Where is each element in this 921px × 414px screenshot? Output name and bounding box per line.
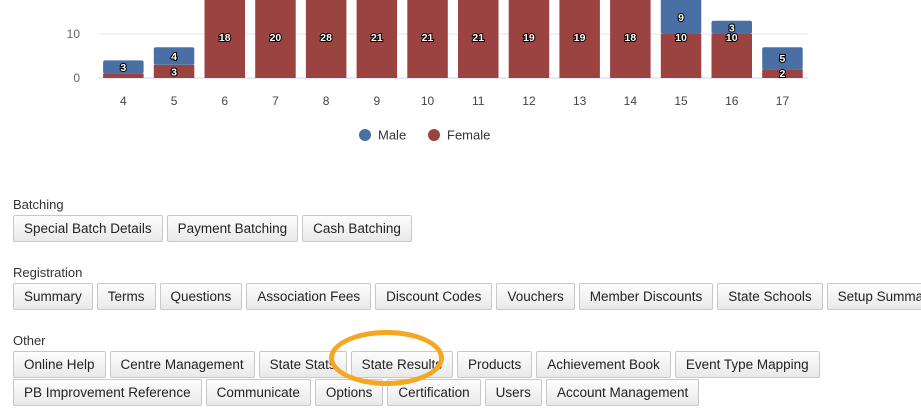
- bar-male-5: [153, 47, 195, 65]
- age-gender-bar-chart: 0103434518620728821921102111191219131814…: [67, 0, 808, 143]
- bar-male-15: [660, 0, 702, 34]
- bar-female-12: [508, 0, 550, 78]
- bar-female-9: [356, 0, 398, 79]
- data-label-female-16: 10: [726, 32, 738, 44]
- batching-section-label: Batching: [13, 197, 64, 212]
- achievement-book-button[interactable]: Achievement Book: [536, 351, 671, 378]
- data-label-female-17: 2: [780, 68, 786, 80]
- bar-female-8: [305, 0, 347, 78]
- bar-female-13: [559, 0, 600, 78]
- x-tick-label-5: 5: [171, 94, 178, 108]
- data-label-male-16: 3: [729, 22, 735, 34]
- bar-female-17: [762, 69, 803, 78]
- products-button[interactable]: Products: [456, 351, 533, 378]
- bar-female-10: [407, 0, 448, 79]
- data-label-female-13: 19: [574, 32, 586, 44]
- state-schools-button[interactable]: State Schools: [717, 283, 823, 310]
- data-label-female-11: 21: [472, 32, 484, 44]
- x-tick-label-8: 8: [323, 94, 330, 108]
- certification-button[interactable]: Certification: [387, 379, 481, 406]
- x-tick-label-14: 14: [624, 94, 638, 108]
- data-label-female-6: 18: [219, 32, 231, 44]
- data-label-female-9: 21: [371, 32, 383, 44]
- state-stats-button[interactable]: State Stats: [258, 351, 347, 378]
- bar-female-16: [711, 34, 752, 78]
- bar-female-15: [660, 34, 702, 78]
- bar-female-7: [255, 0, 296, 78]
- communicate-button[interactable]: Communicate: [205, 379, 311, 406]
- other-button-row-2: PB Improvement Reference Communicate Opt…: [13, 379, 700, 406]
- bar-male-17: [762, 47, 803, 70]
- registration-section-label: Registration: [13, 265, 83, 280]
- data-label-female-10: 21: [422, 32, 434, 44]
- bar-male-4: [103, 60, 144, 74]
- batching-button-row: Special Batch Details Payment Batching C…: [13, 215, 412, 242]
- users-button[interactable]: Users: [484, 379, 542, 406]
- options-button[interactable]: Options: [314, 379, 384, 406]
- x-tick-label-13: 13: [573, 94, 587, 108]
- x-tick-label-12: 12: [522, 94, 536, 108]
- legend-male-label: Male: [378, 128, 406, 143]
- cash-batching-button[interactable]: Cash Batching: [302, 215, 412, 242]
- data-label-male-15: 9: [678, 12, 684, 24]
- payment-batching-button[interactable]: Payment Batching: [166, 215, 299, 242]
- vouchers-button[interactable]: Vouchers: [496, 283, 575, 310]
- legend-female-marker: [428, 129, 440, 141]
- x-tick-label-7: 7: [272, 94, 279, 108]
- bar-female-4: [103, 73, 144, 78]
- questions-button[interactable]: Questions: [159, 283, 243, 310]
- data-label-male-5: 4: [171, 51, 177, 63]
- setup-summary-button[interactable]: Setup Summary: [826, 283, 921, 310]
- bar-male-16: [711, 20, 752, 34]
- account-management-button[interactable]: Account Management: [545, 379, 700, 406]
- centre-management-button[interactable]: Centre Management: [109, 351, 255, 378]
- x-tick-label-15: 15: [674, 94, 688, 108]
- special-batch-details-button[interactable]: Special Batch Details: [13, 215, 163, 242]
- legend-male-marker: [359, 129, 371, 141]
- x-tick-label-10: 10: [421, 94, 435, 108]
- data-label-female-14: 18: [625, 32, 637, 44]
- y-tick-label: 10: [67, 27, 81, 41]
- online-help-button[interactable]: Online Help: [13, 351, 106, 378]
- x-tick-label-6: 6: [221, 94, 228, 108]
- x-tick-label-11: 11: [472, 94, 485, 108]
- bar-female-6: [204, 0, 245, 78]
- bar-female-5: [153, 64, 195, 78]
- other-section-label: Other: [13, 333, 46, 348]
- data-label-male-17: 5: [780, 53, 786, 65]
- y-tick-label: 0: [73, 71, 80, 85]
- data-label-female-5: 3: [171, 66, 177, 78]
- other-button-row-1: Online Help Centre Management State Stat…: [13, 351, 820, 378]
- summary-button[interactable]: Summary: [13, 283, 93, 310]
- data-label-male-4: 3: [120, 62, 126, 74]
- bar-female-11: [458, 0, 499, 79]
- registration-button-row: Summary Terms Questions Association Fees…: [13, 283, 921, 310]
- state-results-button[interactable]: State Results: [350, 351, 453, 378]
- data-label-female-12: 19: [523, 32, 535, 44]
- terms-button[interactable]: Terms: [96, 283, 156, 310]
- bar-female-14: [610, 0, 651, 78]
- legend-female-label: Female: [447, 128, 490, 143]
- x-tick-label-17: 17: [776, 94, 790, 108]
- pb-improvement-reference-button[interactable]: PB Improvement Reference: [13, 379, 202, 406]
- data-label-female-8: 28: [320, 32, 332, 44]
- event-type-mapping-button[interactable]: Event Type Mapping: [674, 351, 820, 378]
- x-tick-label-9: 9: [374, 94, 381, 108]
- x-tick-label-4: 4: [120, 94, 127, 108]
- member-discounts-button[interactable]: Member Discounts: [578, 283, 714, 310]
- data-label-female-7: 20: [270, 32, 282, 44]
- data-label-female-15: 10: [675, 32, 687, 44]
- association-fees-button[interactable]: Association Fees: [246, 283, 372, 310]
- x-tick-label-16: 16: [725, 94, 739, 108]
- discount-codes-button[interactable]: Discount Codes: [375, 283, 493, 310]
